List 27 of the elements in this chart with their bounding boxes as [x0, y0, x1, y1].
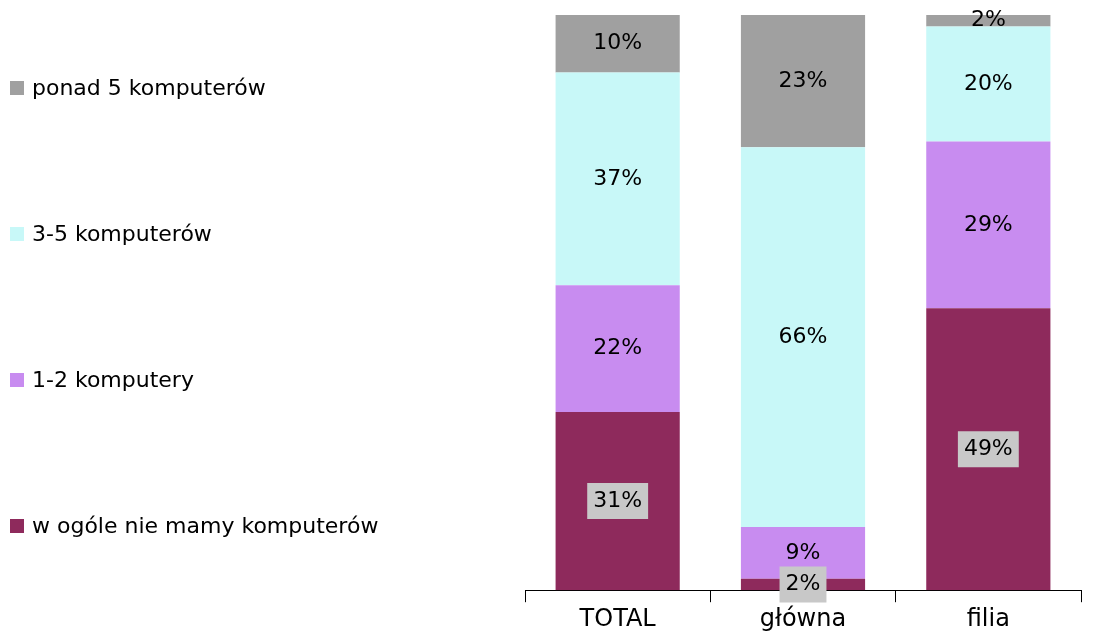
legend-label: w ogóle nie mamy komputerów	[32, 513, 379, 538]
bar	[926, 308, 1051, 591]
legend-label: 1-2 komputery	[32, 367, 194, 392]
x-tick-label: filia	[966, 603, 1010, 632]
bar	[740, 147, 866, 527]
data-label: 22%	[593, 334, 643, 360]
bar	[555, 72, 680, 286]
bar	[555, 411, 680, 591]
legend-label: 3-5 komputerów	[32, 221, 212, 246]
bar	[740, 15, 866, 148]
data-label: 10%	[593, 29, 643, 55]
x-tick-label: TOTAL	[578, 603, 657, 632]
data-label: 31%	[593, 486, 643, 512]
data-label: 37%	[593, 164, 643, 190]
data-label: 29%	[963, 210, 1013, 236]
legend-label: ponad 5 komputerów	[32, 75, 266, 100]
data-label: 20%	[963, 69, 1013, 95]
data-label: 23%	[778, 66, 828, 92]
data-label: 66%	[778, 322, 828, 348]
data-label: 9%	[785, 538, 821, 564]
bar	[555, 15, 680, 73]
bar	[555, 285, 680, 412]
x-tick-label: główna	[759, 603, 847, 632]
data-label: 49%	[963, 434, 1013, 460]
bar	[926, 141, 1051, 309]
data-label: 2%	[785, 570, 821, 596]
bar	[926, 26, 1051, 142]
